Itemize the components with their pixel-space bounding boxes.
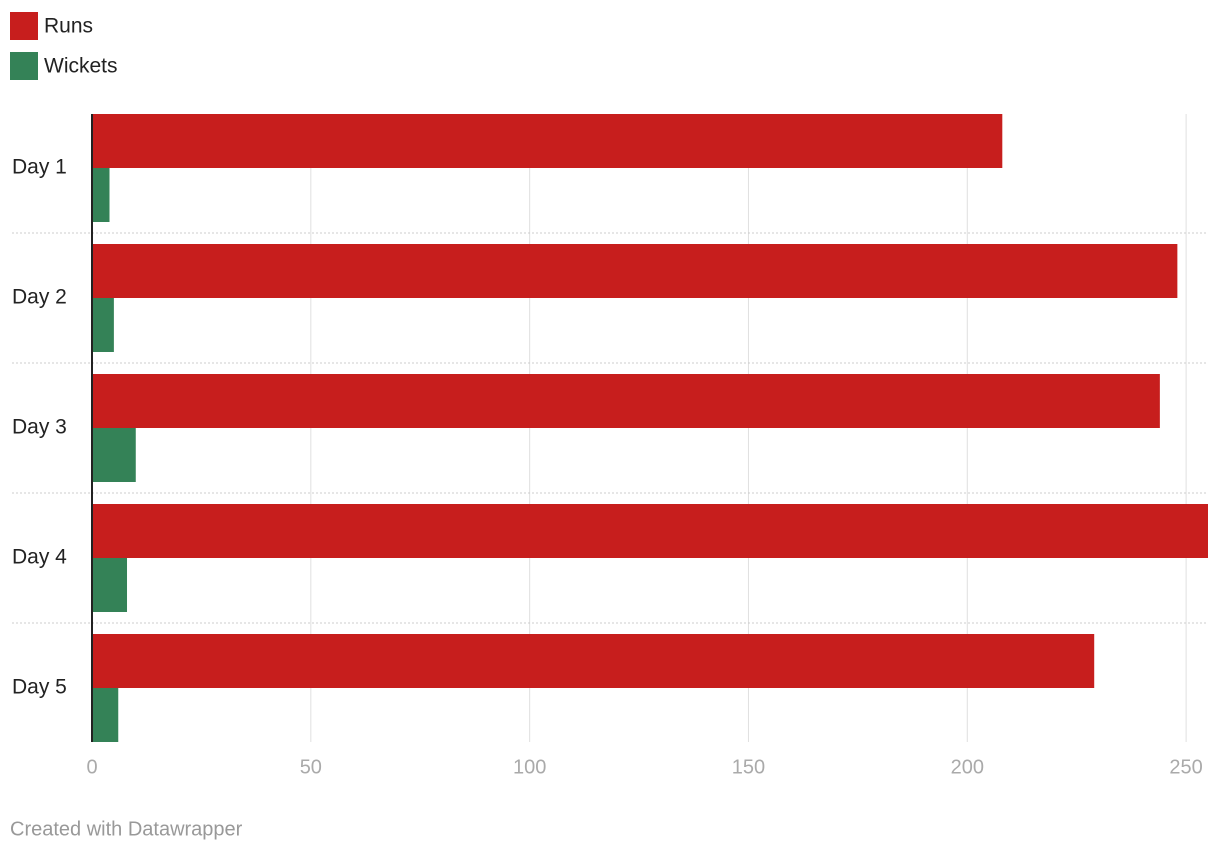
bar xyxy=(92,114,1003,168)
x-tick-label: 0 xyxy=(86,756,97,778)
legend-swatch xyxy=(10,52,38,80)
bar xyxy=(92,244,1178,298)
legend-label: Wickets xyxy=(44,55,118,78)
y-tick-label: Day 1 xyxy=(12,156,67,179)
bar xyxy=(92,168,110,222)
bar xyxy=(92,298,114,352)
y-tick-label: Day 2 xyxy=(12,286,67,309)
legend-label: Runs xyxy=(44,15,93,38)
bar xyxy=(92,428,136,482)
y-tick-label: Day 4 xyxy=(12,546,67,569)
legend-swatch xyxy=(10,12,38,40)
x-tick-label: 50 xyxy=(300,756,322,778)
bar xyxy=(92,558,128,612)
bar xyxy=(92,688,119,742)
y-tick-label: Day 3 xyxy=(12,416,67,439)
x-tick-label: 200 xyxy=(951,756,984,778)
x-tick-label: 100 xyxy=(513,756,546,778)
bar xyxy=(92,634,1095,688)
x-tick-label: 250 xyxy=(1169,756,1202,778)
bar xyxy=(92,504,1208,558)
x-tick-label: 150 xyxy=(732,756,765,778)
y-tick-label: Day 5 xyxy=(12,676,67,699)
footer: Created with Datawrapper xyxy=(10,818,243,840)
bar xyxy=(92,374,1160,428)
